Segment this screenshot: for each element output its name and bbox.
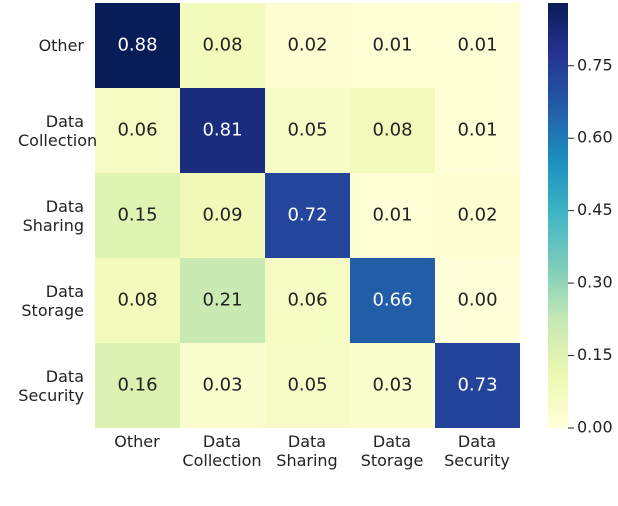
colorbar-tick-label: 0.60	[577, 128, 613, 147]
cell-label: 0.03	[202, 375, 242, 396]
cell-label: 0.05	[287, 120, 327, 141]
cell-label: 0.73	[457, 375, 497, 396]
y-tick-label: Other	[38, 36, 84, 55]
cell	[180, 88, 265, 173]
cell-label: 0.15	[117, 205, 157, 226]
cell	[350, 173, 435, 258]
cell	[435, 88, 520, 173]
cell-label: 0.16	[117, 375, 157, 396]
cell-label: 0.01	[457, 120, 497, 141]
cell	[265, 3, 350, 88]
cell-label: 0.01	[372, 205, 412, 226]
cell-label: 0.01	[372, 35, 412, 56]
cell	[435, 343, 520, 428]
x-tick-label: Data Collection	[182, 432, 262, 470]
cell-label: 0.06	[287, 290, 327, 311]
cell	[265, 343, 350, 428]
cell-label: 0.72	[287, 205, 327, 226]
cell	[265, 258, 350, 343]
cell	[180, 173, 265, 258]
cell	[435, 3, 520, 88]
cell-label: 0.03	[372, 375, 412, 396]
cell	[435, 173, 520, 258]
cell-label: 0.01	[457, 35, 497, 56]
colorbar-tick-label: 0.75	[577, 55, 613, 74]
y-tick-label: Data Collection	[18, 111, 98, 150]
cell	[350, 258, 435, 343]
cell	[435, 258, 520, 343]
cell-label: 0.81	[202, 120, 242, 141]
cell-label: 0.21	[202, 290, 242, 311]
cell-label: 0.06	[117, 120, 157, 141]
cell	[180, 3, 265, 88]
colorbar-tick-label: 0.45	[577, 200, 613, 219]
x-tick-label: Data Security	[444, 432, 510, 470]
cell-label: 0.08	[372, 120, 412, 141]
cell	[95, 173, 180, 258]
cell-label: 0.05	[287, 375, 327, 396]
colorbar	[548, 3, 568, 428]
cell	[95, 343, 180, 428]
cell-label: 0.08	[117, 290, 157, 311]
x-tick-label: Data Storage	[360, 432, 424, 470]
cell-label: 0.02	[287, 35, 327, 56]
y-tick-label: Data Sharing	[22, 196, 84, 235]
cell-label: 0.88	[117, 35, 157, 56]
cell-label: 0.66	[372, 290, 412, 311]
cell	[350, 88, 435, 173]
y-tick-label: Data Storage	[21, 281, 84, 320]
cell	[180, 343, 265, 428]
cell-label: 0.00	[457, 290, 497, 311]
cell	[180, 258, 265, 343]
cell	[265, 88, 350, 173]
cell-label: 0.02	[457, 205, 497, 226]
colorbar-tick-label: 0.15	[577, 345, 613, 364]
y-tick-label: Data Security	[18, 366, 84, 405]
x-tick-label: Other	[114, 432, 160, 451]
cell	[350, 343, 435, 428]
cell-label: 0.09	[202, 205, 242, 226]
cell	[265, 173, 350, 258]
cell-label: 0.08	[202, 35, 242, 56]
colorbar-tick-label: 0.00	[577, 418, 613, 437]
cell	[95, 258, 180, 343]
cell	[95, 88, 180, 173]
cell	[95, 3, 180, 88]
cell	[350, 3, 435, 88]
x-tick-label: Data Sharing	[276, 432, 338, 470]
colorbar-tick-label: 0.30	[577, 273, 613, 292]
